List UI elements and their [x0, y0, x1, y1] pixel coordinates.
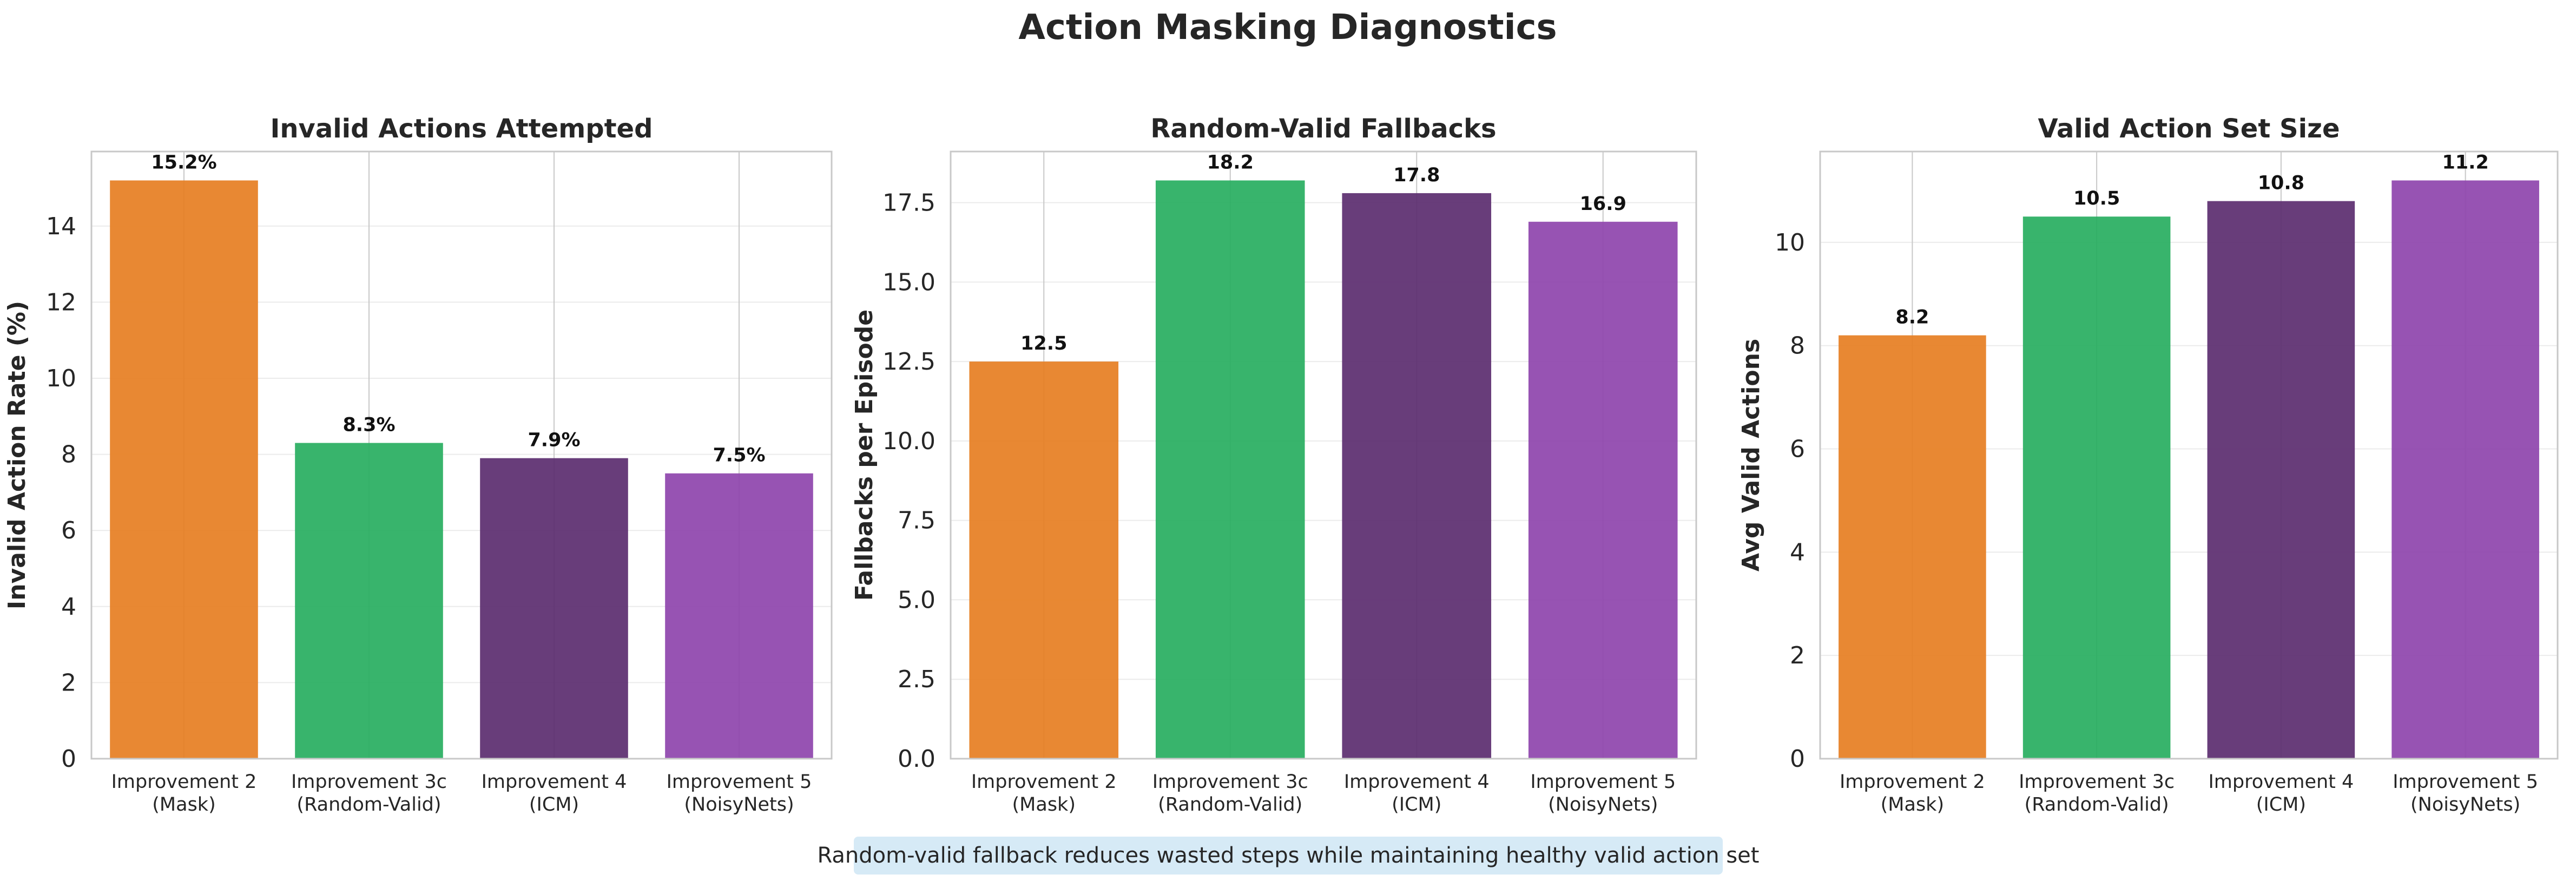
x-tick-label: (Mask) — [1881, 794, 1944, 816]
x-tick-label: Improvement 2 — [1840, 771, 1985, 793]
footnote-background — [854, 837, 1723, 875]
x-tick-label: Improvement 3c — [291, 771, 447, 793]
y-tick-label: 2 — [61, 669, 76, 696]
x-tick-label: Improvement 3c — [2019, 771, 2175, 793]
y-tick-label: 4 — [61, 593, 76, 621]
x-tick-label: Improvement 5 — [667, 771, 812, 793]
chart-panel-3: 8.2 10.5 10.8 11.2 0 2 4 6 8 10 Improvement 2(Mask… — [1737, 114, 2559, 816]
y-tick-label: 0 — [61, 745, 76, 773]
data-label: 10.5 — [2073, 188, 2120, 209]
chart-title: Invalid Actions Attempted — [271, 114, 653, 144]
y-tick-label: 5.0 — [898, 586, 935, 614]
x-tick-label: Improvement 4 — [1344, 771, 1490, 793]
y-tick-label: 2.5 — [898, 666, 935, 693]
chart-title: Valid Action Set Size — [2038, 114, 2340, 144]
chart-panels: 15.2% 8.3% 7.9% 7.5% 0 2 4 6 8 10 12 14 Improvement … — [3, 114, 2559, 816]
bar — [110, 180, 258, 759]
data-label: 10.8 — [2258, 173, 2304, 194]
y-tick-label: 0.0 — [898, 745, 935, 773]
x-tick-label: (Random-Valid) — [2025, 794, 2169, 816]
axes-frame — [1819, 150, 2559, 760]
footnote-text: Random-valid fallback reduces wasted ste… — [818, 843, 1760, 868]
y-tick-label: 10 — [46, 365, 76, 392]
x-tick-label: Improvement 4 — [2208, 771, 2354, 793]
y-tick-label: 7.5 — [898, 507, 935, 535]
data-label: 8.2 — [1895, 307, 1929, 328]
x-tick-label: Improvement 2 — [111, 771, 257, 793]
data-label: 7.9% — [528, 430, 580, 451]
y-tick-label: 0 — [1790, 745, 1805, 773]
y-tick-label: 4 — [1790, 538, 1805, 566]
chart-title: Random-Valid Fallbacks — [1150, 114, 1496, 144]
x-tick-label: (ICM) — [529, 794, 579, 816]
chart-panel-2: 12.5 18.2 17.8 16.9 0.0 2.5 5.0 7.5 10.0 12.5 15.0… — [851, 114, 1697, 816]
x-tick-label: Improvement 3c — [1152, 771, 1308, 793]
bar — [2207, 201, 2355, 759]
data-label: 18.2 — [1207, 152, 1254, 173]
bar — [1528, 221, 1678, 759]
y-tick-label: 6 — [1790, 436, 1805, 463]
x-tick-label: (NoisyNets) — [1548, 794, 1658, 816]
x-tick-label: (Random-Valid) — [297, 794, 441, 816]
bar — [480, 458, 628, 759]
bar — [2022, 216, 2171, 759]
x-tick-label: (Random-Valid) — [1158, 794, 1302, 816]
y-axis-label: Avg Valid Actions — [1737, 339, 1765, 571]
bar — [969, 361, 1119, 759]
axes-frame — [90, 150, 833, 760]
y-tick-label: 8 — [1790, 332, 1805, 360]
bar — [1839, 335, 1986, 759]
data-label: 17.8 — [1393, 165, 1440, 186]
data-label: 8.3% — [342, 415, 395, 436]
y-tick-label: 14 — [46, 213, 76, 240]
data-label: 15.2% — [151, 152, 216, 173]
y-tick-label: 6 — [61, 517, 76, 544]
y-axis-label: Invalid Action Rate (%) — [3, 301, 31, 609]
y-axis-label: Fallbacks per Episode — [851, 310, 878, 601]
figure-title: Action Masking Diagnostics — [1018, 8, 1557, 48]
bar — [665, 473, 813, 759]
y-tick-label: 12.5 — [882, 348, 935, 376]
x-tick-label: (NoisyNets) — [2410, 794, 2520, 816]
x-tick-label: Improvement 5 — [2393, 771, 2538, 793]
data-label: 12.5 — [1020, 333, 1067, 354]
footnote-box: Random-valid fallback reduces wasted ste… — [818, 837, 1760, 875]
y-tick-label: 10.0 — [882, 428, 935, 455]
bar — [1155, 180, 1305, 759]
chart-panel-1: 15.2% 8.3% 7.9% 7.5% 0 2 4 6 8 10 12 14 Improvement … — [3, 114, 833, 816]
x-tick-label: (ICM) — [2256, 794, 2306, 816]
x-tick-label: Improvement 2 — [971, 771, 1117, 793]
y-tick-label: 17.5 — [882, 189, 935, 217]
x-tick-label: Improvement 4 — [482, 771, 627, 793]
y-tick-label: 10 — [1775, 229, 1805, 257]
y-tick-label: 12 — [46, 288, 76, 316]
data-label: 11.2 — [2442, 152, 2488, 173]
bar — [2391, 180, 2539, 759]
x-tick-label: (NoisyNets) — [684, 794, 794, 816]
x-tick-label: (ICM) — [1392, 794, 1441, 816]
data-label: 7.5% — [713, 445, 765, 466]
y-tick-label: 15.0 — [882, 268, 935, 296]
y-tick-label: 2 — [1790, 642, 1805, 669]
x-tick-label: (Mask) — [152, 794, 215, 816]
bar — [1342, 193, 1492, 759]
x-tick-label: (Mask) — [1012, 794, 1076, 816]
y-tick-label: 8 — [61, 441, 76, 469]
axes-frame — [950, 150, 1697, 760]
bar — [295, 443, 443, 759]
x-tick-label: Improvement 5 — [1530, 771, 1676, 793]
data-label: 16.9 — [1580, 193, 1626, 215]
